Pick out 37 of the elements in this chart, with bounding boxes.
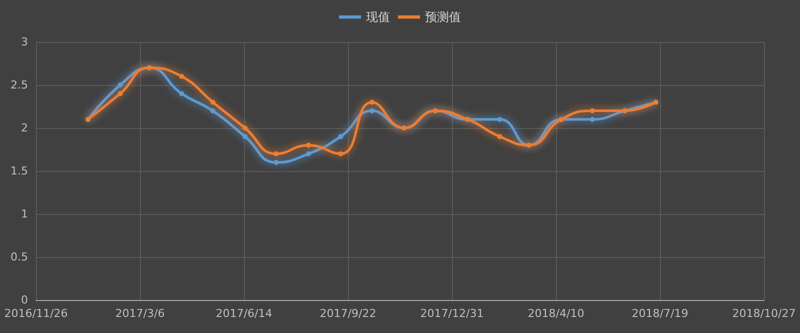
point <box>242 134 248 140</box>
y-tick-label: 3 <box>21 36 28 48</box>
y-tick-label: 2 <box>21 122 28 134</box>
point <box>338 151 344 156</box>
y-tick-label: 0 <box>21 294 28 306</box>
point <box>369 108 374 114</box>
point <box>369 100 374 105</box>
x-tick-label: 2017/6/14 <box>216 307 272 320</box>
x-tick-label: 2017/3/6 <box>115 307 165 320</box>
y-tick-label: 1.5 <box>10 164 28 178</box>
point <box>590 108 595 114</box>
legend-label: 现值 <box>366 10 390 24</box>
point <box>179 91 184 96</box>
point <box>338 134 344 140</box>
x-tick-label: 2016/11/26 <box>4 307 68 320</box>
point <box>210 100 216 105</box>
y-tick-label: 1 <box>21 208 28 220</box>
point <box>118 91 123 96</box>
point <box>497 134 502 140</box>
point <box>242 126 248 130</box>
point <box>306 142 311 148</box>
point <box>497 116 502 122</box>
y-tick-label: 0.5 <box>10 250 28 264</box>
legend-label: 预测值 <box>425 10 461 24</box>
point <box>118 82 123 88</box>
x-tick-label: 2017/9/22 <box>320 307 376 320</box>
x-tick-label: 2018/7/19 <box>632 307 688 320</box>
y-tick-label: 2.5 <box>10 78 28 92</box>
x-tick-label: 2018/4/10 <box>528 307 584 320</box>
point <box>274 160 279 165</box>
point <box>179 74 184 79</box>
point <box>306 151 311 156</box>
x-tick-label: 2018/10/27 <box>732 307 796 320</box>
point <box>210 108 216 114</box>
point <box>590 116 595 122</box>
x-tick-label: 2017/12/31 <box>420 307 484 320</box>
point <box>274 151 279 156</box>
